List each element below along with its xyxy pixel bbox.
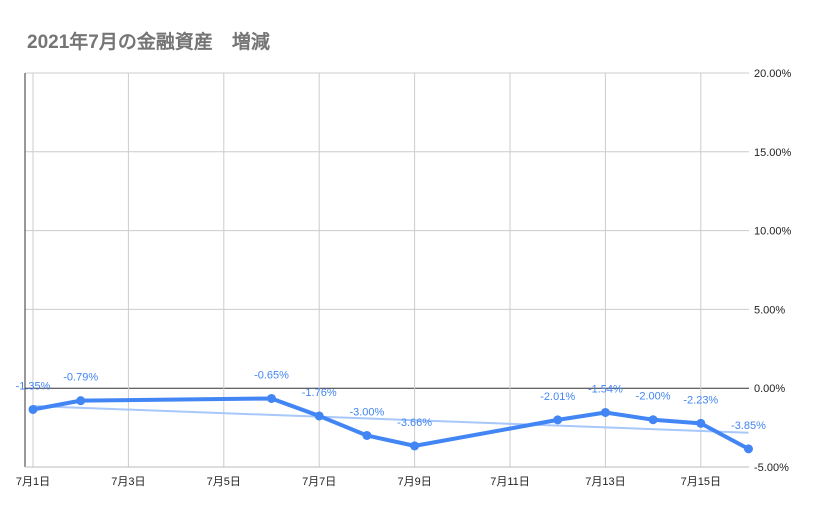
data-point	[76, 396, 86, 406]
data-label: -0.79%	[63, 372, 98, 384]
y-tick-label: 0.00%	[754, 383, 785, 395]
data-point	[744, 444, 753, 454]
data-point	[600, 407, 610, 417]
y-tick-label: 10.00%	[754, 226, 792, 238]
y-tick-label: 5.00%	[754, 304, 785, 316]
data-label: -1.35%	[16, 380, 51, 392]
data-label: -2.23%	[683, 394, 718, 406]
data-point	[648, 415, 658, 425]
data-point	[28, 404, 38, 414]
x-tick-label: 7月5日	[207, 476, 241, 488]
data-point	[362, 430, 372, 440]
data-point	[410, 441, 420, 451]
x-tick-label: 7月9日	[397, 476, 431, 488]
data-label: -3.66%	[397, 417, 432, 429]
x-tick-label: 7月3日	[111, 476, 145, 488]
data-point	[314, 411, 324, 421]
y-tick-label: 15.00%	[754, 147, 792, 159]
data-point	[553, 415, 563, 425]
y-tick-label: 20.00%	[754, 68, 792, 80]
data-label: -2.01%	[540, 391, 575, 403]
data-point	[696, 418, 706, 428]
data-label: -1.76%	[302, 387, 337, 399]
data-label: -1.54%	[588, 383, 623, 395]
data-label: -0.65%	[254, 369, 289, 381]
x-tick-label: 7月1日	[16, 476, 50, 488]
data-label: -3.00%	[349, 406, 384, 418]
data-point	[267, 393, 276, 403]
trendline	[32, 405, 749, 434]
chart-title: 2021年7月の金融資産 増減	[27, 32, 270, 53]
y-tick-label: -5.00%	[754, 462, 789, 474]
x-tick-label: 7月7日	[302, 476, 336, 488]
x-tick-label: 7月11日	[490, 476, 530, 488]
x-tick-label: 7月13日	[585, 476, 625, 488]
data-label: -2.00%	[636, 391, 671, 403]
x-tick-label: 7月15日	[681, 476, 721, 488]
data-label: -3.85%	[731, 420, 766, 432]
series-line	[32, 396, 750, 451]
